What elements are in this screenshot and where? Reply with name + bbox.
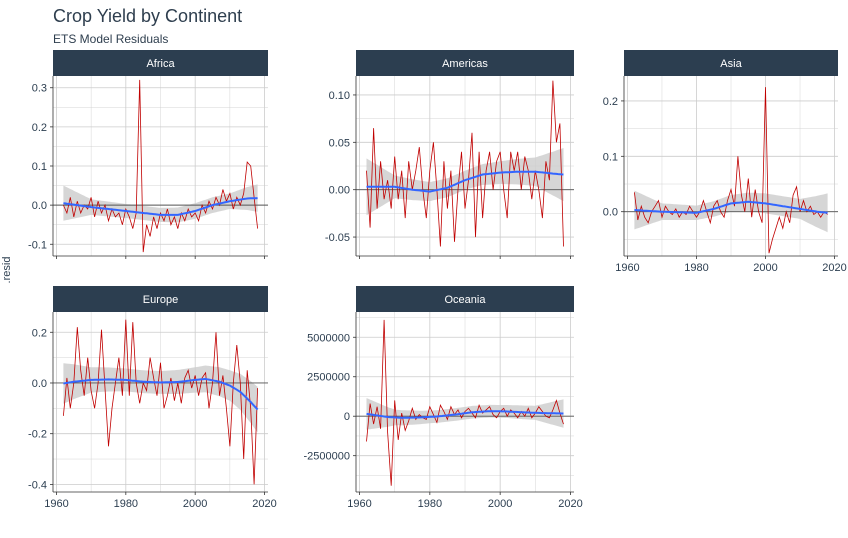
residual-series-line bbox=[634, 87, 828, 254]
y-tick-label: 0 bbox=[344, 411, 350, 423]
grid bbox=[53, 76, 268, 256]
facet-strip-label: Oceania bbox=[445, 294, 487, 306]
y-tick-label: 0.00 bbox=[329, 185, 350, 197]
x-tick-label: 1960 bbox=[615, 262, 639, 274]
x-tick-label: 1960 bbox=[347, 498, 371, 510]
facet-strip bbox=[53, 50, 268, 76]
residual-series-line bbox=[63, 79, 258, 253]
x-tick-label: 2020 bbox=[252, 498, 276, 510]
smooth-trend-line bbox=[366, 170, 564, 193]
facet-panels: Africa-0.10.00.10.20.3Americas-0.050.000… bbox=[28, 50, 847, 510]
y-tick-label: 5000000 bbox=[307, 332, 350, 344]
chart-title: Crop Yield by Continent bbox=[53, 6, 243, 26]
x-tick-label: 2020 bbox=[558, 498, 582, 510]
y-tick-label: 0.10 bbox=[329, 90, 350, 102]
smooth-trend-line bbox=[63, 377, 259, 411]
residual-series-line bbox=[63, 319, 258, 485]
y-tick-label: 0.2 bbox=[32, 327, 47, 339]
y-tick-label: 0.2 bbox=[32, 122, 47, 134]
residual-series-line bbox=[366, 80, 564, 247]
y-tick-label: 0.3 bbox=[32, 83, 47, 95]
facet-strip bbox=[624, 50, 838, 76]
y-tick-label: 0.1 bbox=[32, 161, 47, 173]
panel-europe: Europe -0.4 -0.2 0.0 0.2 1960 1980 2000 2020 bbox=[28, 286, 277, 510]
x-tick-label: 2000 bbox=[753, 262, 777, 274]
grid bbox=[356, 312, 574, 492]
x-tick-label: 2000 bbox=[183, 498, 207, 510]
y-axis-label: .resid bbox=[1, 257, 13, 284]
y-tick-label: -2500000 bbox=[304, 451, 351, 463]
y-tick-label: 0.2 bbox=[603, 96, 618, 108]
x-tick-label: 1980 bbox=[114, 498, 138, 510]
facet-strip bbox=[53, 286, 268, 312]
panel-asia: Asia 0.0 0.1 0.2 1960 1980 2000 2020 bbox=[603, 50, 847, 274]
facet-strip-label: Americas bbox=[442, 58, 488, 70]
y-tick-label: 0.0 bbox=[32, 378, 47, 390]
confidence-band bbox=[63, 184, 258, 223]
panel-americas: Americas -0.05 0.00 0.05 0.10 bbox=[325, 50, 574, 259]
x-tick-label: 1980 bbox=[418, 498, 442, 510]
y-tick-label: 2500000 bbox=[307, 372, 350, 384]
confidence-band bbox=[366, 148, 564, 216]
facet-strip-label: Africa bbox=[146, 58, 175, 70]
facet-strip-label: Europe bbox=[143, 294, 178, 306]
facet-strip bbox=[356, 50, 574, 76]
chart-subtitle: ETS Model Residuals bbox=[53, 32, 169, 46]
y-tick-label: -0.1 bbox=[28, 239, 47, 251]
smooth-trend-line bbox=[63, 197, 258, 216]
facet-strip-label: Asia bbox=[720, 58, 742, 70]
panel-africa: Africa -0.1 0.0 0.1 0.2 0.3 bbox=[28, 50, 268, 259]
residual-series-line bbox=[366, 319, 564, 486]
x-tick-label: 1960 bbox=[44, 498, 68, 510]
y-tick-label: -0.05 bbox=[325, 232, 350, 244]
smooth-trend-line bbox=[366, 410, 564, 419]
y-tick-label: -0.4 bbox=[28, 479, 47, 491]
grid bbox=[624, 76, 838, 256]
x-tick-label: 2020 bbox=[822, 262, 846, 274]
x-tick-label: 2000 bbox=[488, 498, 512, 510]
x-tick-label: 1980 bbox=[684, 262, 708, 274]
y-tick-label: 0.0 bbox=[603, 207, 618, 219]
y-tick-label: -0.2 bbox=[28, 429, 47, 441]
facet-strip bbox=[356, 286, 574, 312]
panel-oceania: Oceania -2500000 0 2500000 5000000 1960 1980 20… bbox=[304, 286, 583, 510]
y-tick-label: 0.05 bbox=[329, 137, 350, 149]
y-tick-label: 0.0 bbox=[32, 200, 47, 212]
y-tick-label: 0.1 bbox=[603, 151, 618, 163]
smooth-trend-line bbox=[634, 200, 828, 214]
